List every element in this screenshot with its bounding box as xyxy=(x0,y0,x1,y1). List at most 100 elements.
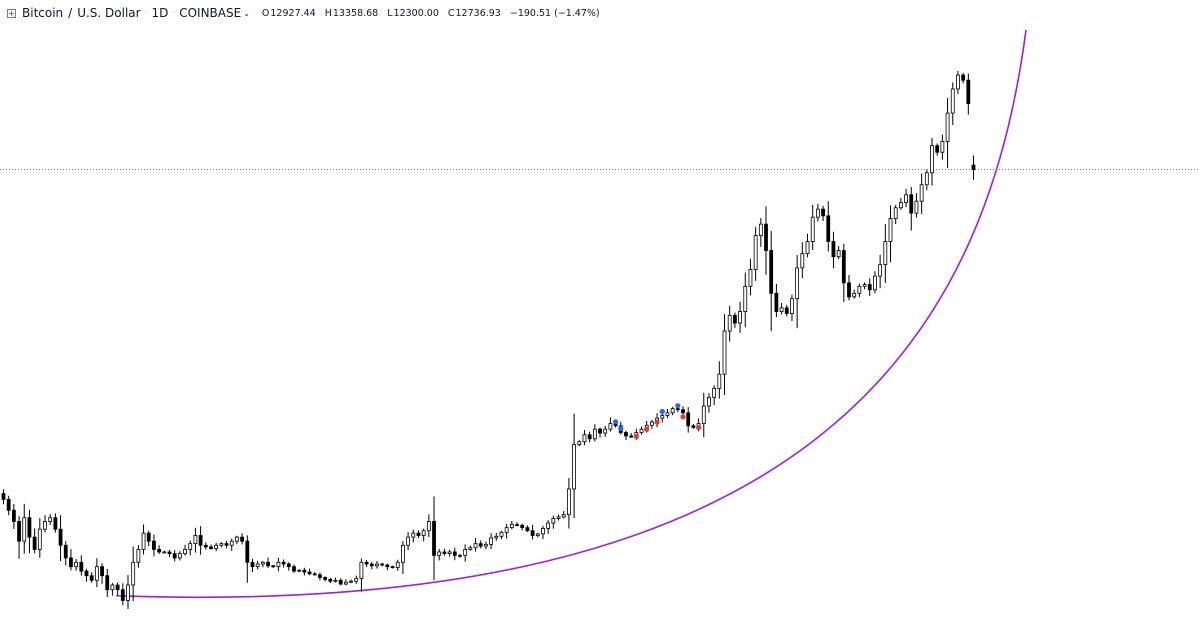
candle xyxy=(629,433,634,438)
sell-marker[interactable] xyxy=(633,433,639,440)
candle xyxy=(1,489,6,505)
candle xyxy=(535,532,540,538)
candle-body-down xyxy=(530,530,535,536)
sell-marker[interactable] xyxy=(680,414,686,420)
candle-body-down xyxy=(266,561,270,567)
candle xyxy=(37,518,42,558)
candle xyxy=(867,278,872,296)
candle xyxy=(945,97,950,168)
candle-body-up xyxy=(940,141,945,153)
candle xyxy=(152,534,156,557)
candle xyxy=(188,540,193,556)
candle xyxy=(131,546,136,602)
candle-body-down xyxy=(826,215,831,242)
candle xyxy=(567,477,571,529)
candle xyxy=(22,503,27,554)
candle xyxy=(266,557,270,569)
symbol-name[interactable]: Bitcoin xyxy=(22,6,64,20)
candle-body-down xyxy=(302,569,307,573)
candle-body-up xyxy=(717,373,722,389)
candle-body-up xyxy=(43,521,47,530)
candle xyxy=(240,533,245,545)
candle xyxy=(437,548,442,561)
low-number: 12300.00 xyxy=(393,7,439,19)
candle-body-up xyxy=(743,285,748,312)
candle xyxy=(146,530,151,547)
candle-body-up xyxy=(572,444,576,490)
candle-body-up xyxy=(805,241,810,255)
candle-body-up xyxy=(930,145,934,174)
candle xyxy=(504,523,509,539)
candle xyxy=(411,529,416,543)
candle-body-up xyxy=(956,74,960,90)
candle-body-up xyxy=(395,561,400,568)
candle-body-down xyxy=(203,544,208,548)
candle xyxy=(126,574,130,609)
candle xyxy=(784,304,789,317)
candle-body-up xyxy=(567,488,571,516)
chevron-down-icon[interactable]: ⌄ xyxy=(243,8,250,18)
candle xyxy=(250,558,255,573)
candle-body-up xyxy=(235,536,239,542)
candle xyxy=(904,188,908,208)
candle xyxy=(69,549,73,571)
candle xyxy=(935,143,940,156)
candle-body-up xyxy=(795,267,800,300)
candle-body-up xyxy=(556,516,561,519)
candle-body-down xyxy=(63,544,68,559)
buy-marker[interactable] xyxy=(618,425,624,432)
candle-body-down xyxy=(58,528,63,546)
candle-body-up xyxy=(349,580,353,583)
candle-body-up xyxy=(873,275,877,291)
candle-body-up xyxy=(219,543,224,546)
dot-separator-2: · xyxy=(172,8,176,18)
candle xyxy=(660,413,665,423)
candle xyxy=(338,578,343,586)
dot-separator-1: · xyxy=(144,8,148,18)
parabolic-trendline[interactable] xyxy=(116,29,1027,598)
candle-body-down xyxy=(79,561,84,572)
sell-marker[interactable] xyxy=(695,424,702,431)
candle xyxy=(432,496,436,581)
candle-body-up xyxy=(74,561,79,568)
candle xyxy=(499,530,504,540)
sell-marker[interactable] xyxy=(654,419,660,425)
candle-body-up xyxy=(722,330,727,375)
candle-body-down xyxy=(520,524,525,529)
candle xyxy=(473,538,478,552)
buy-marker[interactable] xyxy=(675,403,681,409)
candle-body-down xyxy=(515,524,519,526)
candle-body-up xyxy=(437,551,442,556)
candle xyxy=(468,545,473,551)
candle-body-up xyxy=(898,202,903,209)
buy-marker[interactable] xyxy=(612,419,619,425)
candle xyxy=(193,527,198,553)
candle-body-down xyxy=(53,517,58,530)
candle xyxy=(224,540,229,549)
candle xyxy=(758,218,763,247)
interval-label[interactable]: 1D xyxy=(151,6,169,20)
candle-body-up xyxy=(504,527,509,533)
candle-body-down xyxy=(224,543,229,546)
candle xyxy=(530,524,535,540)
candle xyxy=(364,560,369,568)
add-symbol-icon[interactable] xyxy=(7,8,16,18)
candle-body-down xyxy=(1,493,6,500)
candle xyxy=(198,526,203,555)
quote-name[interactable]: U.S. Dollar xyxy=(77,6,141,20)
buy-marker[interactable] xyxy=(659,408,665,415)
exchange-label[interactable]: COINBASE xyxy=(179,6,242,20)
candle-body-up xyxy=(48,517,53,522)
candle-body-down xyxy=(100,566,104,577)
candle xyxy=(281,559,286,568)
candle-body-up xyxy=(945,112,950,142)
candle xyxy=(27,509,32,554)
candle xyxy=(271,564,276,568)
candle-body-down xyxy=(281,561,286,565)
sell-marker[interactable] xyxy=(644,426,650,432)
candle xyxy=(712,385,717,406)
candle-body-up xyxy=(950,88,955,114)
candle xyxy=(774,283,779,318)
candle xyxy=(577,440,582,447)
